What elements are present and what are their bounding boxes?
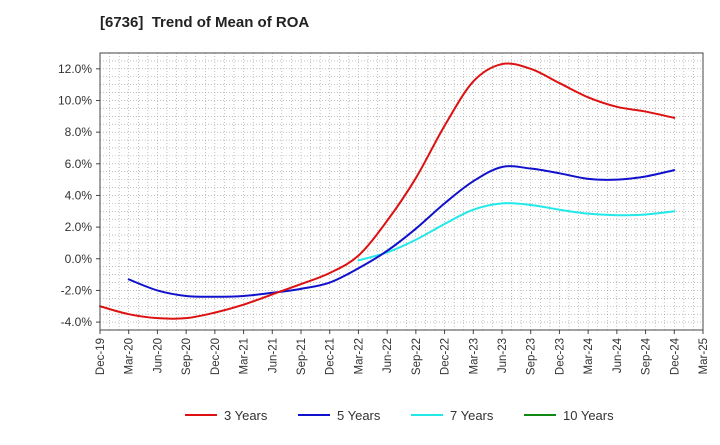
x-tick-label: Mar-23 xyxy=(468,338,480,374)
x-tick-label: Jun-21 xyxy=(267,338,279,373)
y-tick-label: 10.0% xyxy=(58,93,92,107)
x-tick-label: Mar-20 xyxy=(124,338,136,374)
series-layer xyxy=(99,62,676,320)
legend-label: 5 Years xyxy=(337,408,381,423)
y-tick-label: 2.0% xyxy=(65,220,93,234)
x-tick-label: Sep-21 xyxy=(296,338,308,375)
legend-label: 7 Years xyxy=(450,408,494,423)
y-tick-label: 4.0% xyxy=(65,188,93,202)
x-tick-label: Jun-20 xyxy=(152,338,164,373)
x-tick-label: Dec-22 xyxy=(440,338,452,375)
x-tick-label: Sep-20 xyxy=(181,338,193,375)
x-tick-label: Mar-25 xyxy=(698,338,710,374)
plot-border xyxy=(99,52,704,331)
x-tick-label: Mar-21 xyxy=(239,338,251,374)
x-tick-label: Dec-20 xyxy=(210,338,222,375)
y-tick-label: 0.0% xyxy=(65,252,93,266)
legend: 3 Years 5 Years 7 Years 10 Years xyxy=(185,408,614,423)
x-tick-label: Jun-23 xyxy=(497,338,509,373)
y-tick-label: 6.0% xyxy=(65,157,93,171)
x-tick-label: Sep-22 xyxy=(411,338,423,375)
gridlines xyxy=(99,52,704,331)
axes: -4.0% -2.0% 0.0% 2.0% 4.0% 6.0% 8.0% 10.0% 12.0%… xyxy=(58,52,710,375)
series-line-7-years xyxy=(357,202,676,262)
series-line-5-years xyxy=(127,165,676,298)
series-line-3-years xyxy=(99,62,676,320)
x-tick-label: Sep-24 xyxy=(641,337,653,375)
x-tick-label: Dec-19 xyxy=(95,338,107,375)
x-tick-label: Jun-24 xyxy=(612,337,624,373)
legend-label: 10 Years xyxy=(563,408,614,423)
x-tick-label: Mar-22 xyxy=(353,338,365,374)
x-tick-label: Mar-24 xyxy=(583,337,595,374)
chart-title: [6736] Trend of Mean of ROA xyxy=(100,14,310,31)
y-tick-label: -2.0% xyxy=(61,283,93,297)
x-tick-label: Sep-23 xyxy=(526,338,538,375)
x-tick-label: Dec-21 xyxy=(325,338,337,375)
plot-background xyxy=(100,53,703,330)
x-tick-label: Dec-24 xyxy=(669,337,681,375)
x-tick-label: Jun-22 xyxy=(382,338,394,373)
y-tick-label: 8.0% xyxy=(65,125,93,139)
plot-area xyxy=(100,53,703,330)
y-tick-label: 12.0% xyxy=(58,62,92,76)
x-tick-label: Dec-23 xyxy=(554,338,566,375)
y-tick-label: -4.0% xyxy=(61,315,93,329)
legend-label: 3 Years xyxy=(224,408,268,423)
